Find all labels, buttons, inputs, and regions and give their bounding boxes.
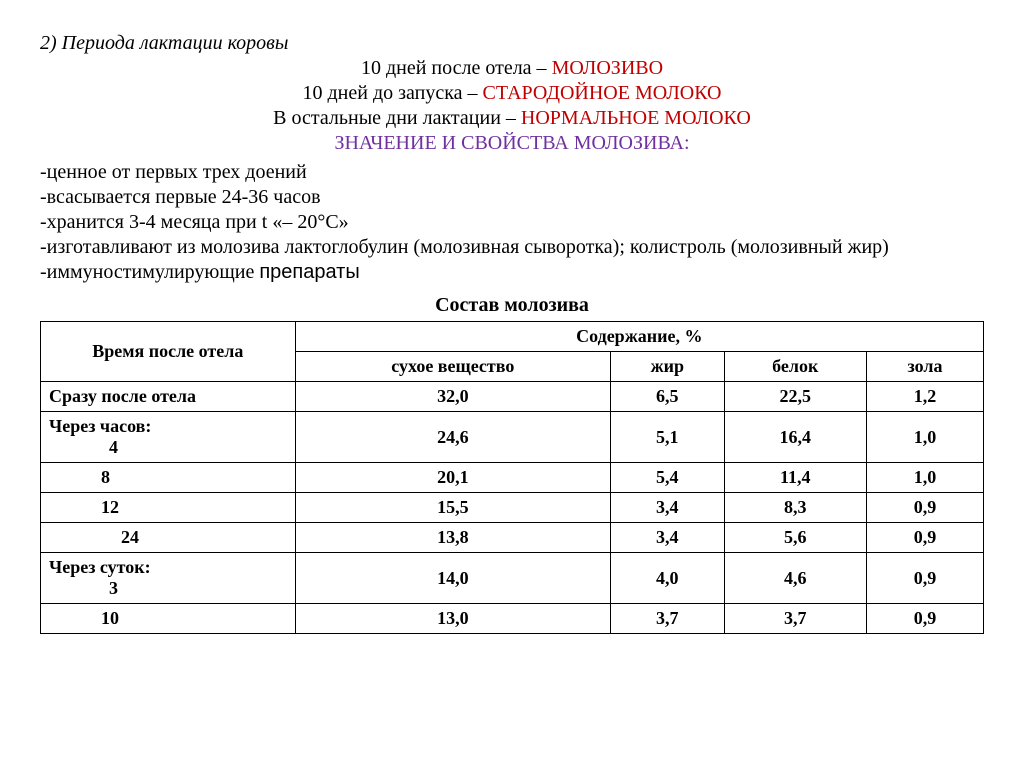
table-header-row-1: Время после отела Содержание, %: [41, 322, 984, 352]
cell-protein: 22,5: [724, 382, 866, 412]
row-label: Через часов: 4: [41, 412, 296, 463]
line3-red: НОРМАЛЬНОЕ МОЛОКО: [521, 107, 751, 129]
cell-ash: 1,0: [866, 412, 983, 463]
cell-dry: 13,0: [295, 604, 610, 634]
bullet-1: -ценное от первых трех доений: [40, 161, 984, 184]
cell-fat: 5,4: [611, 463, 725, 493]
sub-ash: зола: [866, 352, 983, 382]
row-label: 12: [41, 493, 296, 523]
cell-fat: 5,1: [611, 412, 725, 463]
cell-fat: 4,0: [611, 553, 725, 604]
subtitle: ЗНАЧЕНИЕ И СВОЙСТВА МОЛОЗИВА:: [40, 132, 984, 155]
bullet-5: -иммуностимулирующие препараты: [40, 261, 984, 284]
line3-pre: В остальные дни лактации –: [273, 107, 521, 129]
table-row: 8 20,1 5,4 11,4 1,0: [41, 463, 984, 493]
cell-ash: 1,0: [866, 463, 983, 493]
line-2: 10 дней до запуска – СТАРОДОЙНОЕ МОЛОКО: [40, 82, 984, 105]
cell-ash: 0,9: [866, 493, 983, 523]
line2-red: СТАРОДОЙНОЕ МОЛОКО: [483, 82, 722, 104]
cell-ash: 1,2: [866, 382, 983, 412]
table-row: 10 13,0 3,7 3,7 0,9: [41, 604, 984, 634]
row-label: 10: [41, 604, 296, 634]
row-label-main: Через часов:: [49, 416, 287, 437]
cell-protein: 5,6: [724, 523, 866, 553]
cell-fat: 6,5: [611, 382, 725, 412]
table-row: 12 15,5 3,4 8,3 0,9: [41, 493, 984, 523]
bullet-4: -изготавливают из молозива лактоглобулин…: [40, 236, 984, 259]
col-content: Содержание, %: [295, 322, 983, 352]
cell-ash: 0,9: [866, 553, 983, 604]
cell-dry: 13,8: [295, 523, 610, 553]
row-label-main: Через суток:: [49, 557, 287, 578]
table-row: Сразу после отела 32,0 6,5 22,5 1,2: [41, 382, 984, 412]
cell-fat: 3,4: [611, 523, 725, 553]
cell-ash: 0,9: [866, 604, 983, 634]
cell-protein: 3,7: [724, 604, 866, 634]
row-label: 24: [41, 523, 296, 553]
cell-dry: 24,6: [295, 412, 610, 463]
table-row: Через суток: 3 14,0 4,0 4,6 0,9: [41, 553, 984, 604]
line2-pre: 10 дней до запуска –: [302, 82, 482, 104]
line1-pre: 10 дней после отела –: [361, 57, 552, 79]
table-row: 24 13,8 3,4 5,6 0,9: [41, 523, 984, 553]
row-label-sub: 4: [49, 437, 287, 458]
cell-dry: 14,0: [295, 553, 610, 604]
col-time: Время после отела: [41, 322, 296, 382]
row-label: Через суток: 3: [41, 553, 296, 604]
bullet-5-pre: -иммуностимулирующие: [40, 261, 259, 283]
sub-protein: белок: [724, 352, 866, 382]
cell-protein: 4,6: [724, 553, 866, 604]
cell-protein: 16,4: [724, 412, 866, 463]
bullet-5-sans: препараты: [259, 261, 359, 283]
cell-dry: 15,5: [295, 493, 610, 523]
bullet-2: -всасывается первые 24-36 часов: [40, 186, 984, 209]
cell-dry: 20,1: [295, 463, 610, 493]
cell-fat: 3,7: [611, 604, 725, 634]
cell-dry: 32,0: [295, 382, 610, 412]
colostrum-table: Время после отела Содержание, % сухое ве…: [40, 321, 984, 634]
cell-protein: 11,4: [724, 463, 866, 493]
cell-protein: 8,3: [724, 493, 866, 523]
row-label: Сразу после отела: [41, 382, 296, 412]
row-label: 8: [41, 463, 296, 493]
line-1: 10 дней после отела – МОЛОЗИВО: [40, 57, 984, 80]
line-3: В остальные дни лактации – НОРМАЛЬНОЕ МО…: [40, 107, 984, 130]
sub-dry: сухое вещество: [295, 352, 610, 382]
line1-red: МОЛОЗИВО: [552, 57, 663, 79]
sub-fat: жир: [611, 352, 725, 382]
bullet-list: -ценное от первых трех доений -всасывает…: [40, 161, 984, 284]
section-title: 2) Периода лактации коровы: [40, 32, 984, 55]
cell-fat: 3,4: [611, 493, 725, 523]
table-row: Через часов: 4 24,6 5,1 16,4 1,0: [41, 412, 984, 463]
table-title: Состав молозива: [40, 294, 984, 317]
row-label-sub: 3: [49, 578, 287, 599]
cell-ash: 0,9: [866, 523, 983, 553]
bullet-3: -хранится 3-4 месяца при t «– 20°С»: [40, 211, 984, 234]
